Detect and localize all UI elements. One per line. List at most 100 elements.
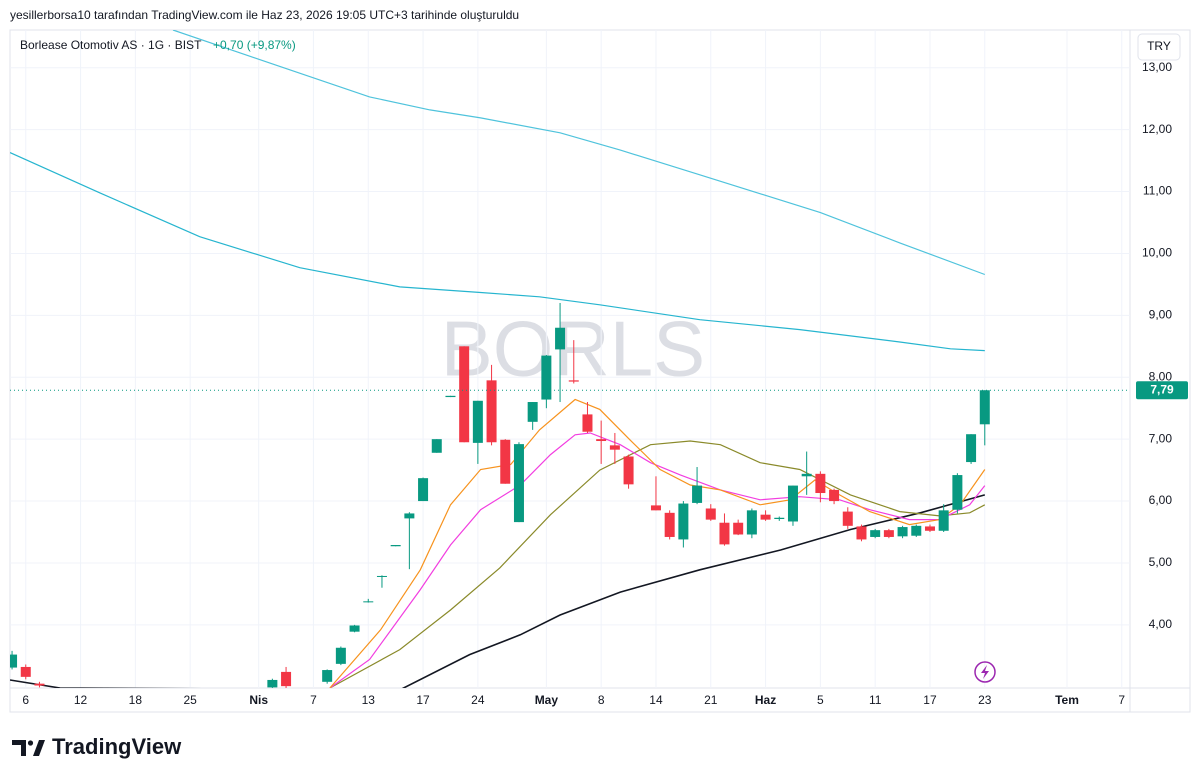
x-tick-label: Haz	[755, 693, 776, 707]
candle-body	[979, 390, 990, 425]
moving-average	[172, 30, 986, 276]
brand-logo	[12, 740, 45, 756]
x-tick-label: 13	[362, 693, 376, 707]
candle-body	[815, 473, 826, 494]
last-price-label: 7,79	[1150, 382, 1174, 396]
y-tick-label: 8,00	[1149, 369, 1173, 383]
y-tick-label: 5,00	[1149, 555, 1173, 569]
last-price-badge	[1136, 381, 1188, 400]
x-tick-label: May	[535, 693, 559, 707]
x-tick-label: 23	[978, 693, 992, 707]
x-tick-label: 7	[1118, 693, 1125, 707]
y-tick-label: 12,00	[1142, 122, 1172, 136]
y-tick-label: 9,00	[1149, 308, 1173, 322]
legend-title: Borlease Otomotiv AS · 1G · BIST	[20, 38, 202, 52]
candle-body	[829, 489, 840, 502]
x-tick-label: 24	[471, 693, 485, 707]
candle-body	[363, 601, 374, 603]
x-tick-label: 17	[923, 693, 937, 707]
candle-body	[787, 485, 798, 522]
y-tick-label: 13,00	[1142, 60, 1172, 74]
candle-body	[20, 666, 31, 677]
candle-body	[938, 510, 949, 531]
x-tick-label: 17	[416, 693, 430, 707]
plot: BORLS	[10, 30, 1130, 688]
candle-body	[870, 530, 881, 537]
candle-body	[376, 575, 387, 577]
candle-body	[555, 327, 566, 350]
candle-body	[897, 527, 908, 537]
x-tick-label: 8	[598, 693, 605, 707]
candle-body	[746, 510, 757, 535]
x-tick-label: 14	[649, 693, 663, 707]
candle-body	[541, 355, 552, 400]
candle-body	[842, 511, 853, 526]
moving-average	[329, 432, 986, 688]
candle-body	[472, 400, 483, 443]
candle-body	[692, 485, 703, 503]
caption: yesillerborsa10 tarafından TradingView.c…	[10, 8, 519, 22]
candle-body	[911, 525, 922, 536]
candle-body	[582, 414, 593, 432]
x-tick-label: Nis	[249, 693, 268, 707]
watermark: BORLS	[441, 305, 705, 393]
frame	[9, 29, 1191, 713]
moving-average	[10, 152, 985, 352]
candle-body	[500, 439, 511, 484]
candle-body	[281, 671, 292, 687]
candle-body	[883, 530, 894, 537]
x-tick-label: 11	[869, 693, 882, 707]
candle-body	[924, 526, 935, 531]
candle-body	[623, 456, 634, 485]
candle-body	[390, 545, 401, 547]
legend-change: +0,70 (+9,87%)	[213, 38, 296, 52]
x-tick-label: 6	[22, 693, 29, 707]
y-tick-label: 6,00	[1149, 493, 1173, 507]
candle-body	[596, 439, 607, 442]
candle-body	[719, 522, 730, 545]
candle-body	[801, 473, 812, 477]
x-tick-label: 7	[310, 693, 317, 707]
candle-body	[267, 679, 278, 688]
moving-average	[329, 440, 986, 688]
candle-body	[527, 402, 538, 422]
candle-body	[10, 654, 18, 668]
candle-body	[431, 439, 442, 453]
x-tick-label: 25	[183, 693, 197, 707]
currency-button[interactable]	[1137, 33, 1181, 61]
alert-icon[interactable]	[974, 661, 996, 683]
x-tick-label: Tem	[1055, 693, 1079, 707]
candle-body	[418, 478, 429, 502]
candle-body	[349, 625, 360, 632]
candle-body	[774, 517, 785, 520]
candle-body	[568, 380, 579, 382]
x-tick-label: 18	[129, 693, 143, 707]
candle-body	[733, 522, 744, 535]
candle-body	[856, 526, 867, 540]
candle-body	[486, 380, 497, 443]
x-tick-label: 5	[817, 693, 824, 707]
candle-body	[650, 505, 661, 511]
brand: TradingView	[52, 734, 182, 759]
candle-body	[404, 513, 415, 519]
candle-body	[664, 512, 675, 537]
y-tick-label: 7,00	[1149, 431, 1173, 445]
candle-body	[445, 395, 456, 398]
candle-body	[34, 683, 45, 686]
candle-body	[322, 670, 333, 682]
x-tick-label: 21	[704, 693, 718, 707]
candle-body	[952, 475, 963, 510]
candle-body	[609, 445, 620, 450]
moving-average	[329, 398, 986, 688]
candle-body	[760, 514, 771, 520]
candle-body	[513, 444, 524, 523]
y-tick-label: 11,00	[1143, 184, 1172, 198]
y-tick-label: 10,00	[1142, 246, 1172, 260]
candle-body	[335, 647, 346, 664]
currency[interactable]: TRY	[1147, 39, 1171, 53]
candle-body	[966, 434, 977, 463]
x-tick-label: 12	[74, 693, 88, 707]
candle-body	[705, 508, 716, 520]
candle-body	[678, 503, 689, 540]
